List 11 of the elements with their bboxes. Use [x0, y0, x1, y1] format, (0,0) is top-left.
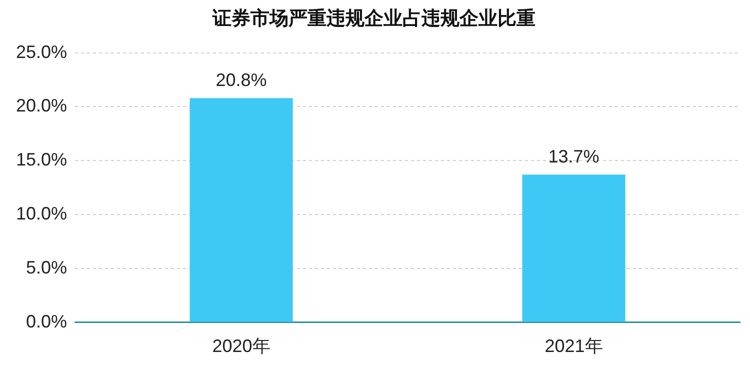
- chart-title: 证券市场严重违规企业占违规企业比重: [212, 7, 536, 30]
- y-tick-label: 10.0%: [16, 204, 68, 224]
- y-tick-label: 5.0%: [26, 257, 68, 278]
- x-tick-label: 2021年: [544, 336, 603, 356]
- y-tick-label: 20.0%: [16, 96, 68, 116]
- data-label: 13.7%: [548, 146, 600, 167]
- data-label: 20.8%: [216, 70, 267, 90]
- y-tick-label: 25.0%: [16, 42, 68, 62]
- y-tick-label: 15.0%: [16, 150, 68, 170]
- x-tick-label: 2020年: [212, 336, 270, 356]
- y-tick-label: 0.0%: [26, 311, 68, 332]
